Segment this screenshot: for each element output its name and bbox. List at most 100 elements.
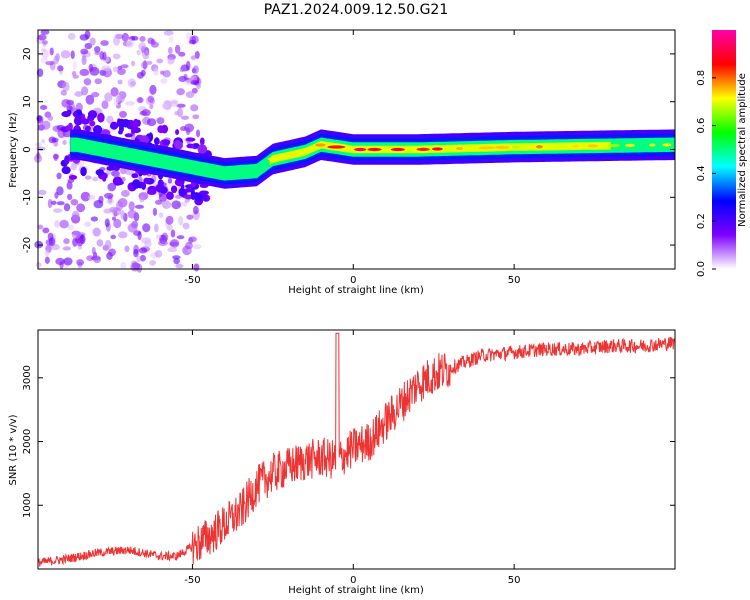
noise-blob [117, 79, 123, 85]
noise-blob [138, 247, 148, 254]
ridge-peak [287, 152, 300, 156]
noise-blob [54, 192, 59, 199]
signal-blob [170, 185, 178, 194]
noise-blob [181, 115, 190, 120]
noise-blob [113, 218, 122, 229]
noise-blob [166, 181, 174, 187]
noise-blob [60, 89, 67, 96]
noise-blob [112, 36, 121, 46]
noise-blob [142, 49, 150, 60]
noise-blob [149, 84, 157, 95]
signal-blob [139, 135, 150, 144]
signal-blob [153, 137, 160, 146]
noise-blob [134, 204, 145, 209]
noise-blob [186, 214, 194, 220]
ridge-peak [315, 143, 326, 147]
colorbar-tick-label: 0.2 [696, 213, 707, 229]
snr-frame [37, 329, 676, 570]
noise-blob [136, 263, 143, 273]
noise-blob [94, 51, 100, 56]
noise-blob [190, 104, 199, 112]
noise-blob [167, 46, 173, 55]
noise-blob [170, 229, 176, 238]
colorbar-tick-label: 0.0 [696, 261, 707, 277]
ridge-peak [478, 146, 495, 150]
noise-blob [185, 91, 195, 99]
noise-blob [152, 207, 158, 217]
ridge-peak [431, 147, 443, 151]
noise-blob [70, 198, 79, 206]
signal-blob [185, 137, 196, 142]
noise-blob [60, 50, 71, 59]
noise-blob [139, 36, 146, 42]
spectrogram-y-label: Frequency (Hz) [8, 112, 19, 188]
ridge-peak [511, 145, 521, 149]
signal-blob [89, 120, 96, 127]
noise-blob [48, 237, 56, 247]
signal-blob [114, 180, 124, 186]
colorbar: 0.0 0.2 0.4 0.6 0.8 Normalized spectral ampl… [696, 30, 748, 277]
ridge-peak [536, 145, 543, 149]
noise-blob [193, 263, 200, 272]
noise-blob [112, 66, 118, 73]
noise-blob [83, 78, 92, 86]
noise-blob [138, 42, 147, 51]
noise-blob [110, 87, 119, 97]
signal-blob [197, 144, 208, 154]
noise-blob [139, 195, 145, 203]
x-tick-label: 50 [508, 275, 521, 286]
noise-blob [187, 248, 193, 254]
noise-blob [93, 199, 104, 209]
signal-blob [61, 166, 71, 175]
y-tick-label: 0 [22, 146, 33, 152]
noise-blob [37, 224, 44, 230]
noise-blob [173, 257, 180, 265]
noise-blob [85, 94, 95, 105]
noise-blob [178, 51, 186, 57]
signal-blob [61, 111, 71, 118]
noise-blob [178, 75, 187, 82]
noise-blob [155, 234, 162, 239]
noise-blob [120, 261, 127, 270]
noise-blob [71, 210, 80, 221]
noise-blob [106, 115, 114, 124]
noise-blob [84, 175, 92, 180]
noise-blob [147, 95, 154, 103]
signal-blob [175, 141, 183, 150]
noise-blob [44, 256, 50, 264]
noise-blob [40, 57, 48, 64]
noise-blob [105, 199, 115, 205]
noise-blob [67, 32, 76, 41]
noise-blob [192, 244, 202, 250]
signal-blob [161, 139, 171, 146]
noise-blob [125, 101, 135, 106]
noise-blob [120, 209, 125, 220]
noise-blob [174, 44, 181, 54]
noise-blob [144, 240, 152, 248]
signal-blob [178, 187, 186, 197]
noise-blob [99, 51, 105, 60]
noise-blob [124, 245, 130, 253]
signal-blob [76, 109, 83, 117]
ridge-peak [354, 147, 367, 152]
signal-blob [87, 110, 98, 119]
noise-blob [167, 177, 173, 184]
noise-blob [55, 257, 65, 266]
noise-blob [191, 87, 198, 94]
noise-blob [56, 201, 65, 206]
signal-blob [80, 166, 87, 177]
noise-blob [72, 60, 77, 71]
ridge-peak [416, 147, 430, 151]
noise-blob [104, 239, 112, 250]
noise-blob [70, 50, 75, 60]
noise-blob [156, 58, 164, 64]
noise-blob [130, 81, 136, 86]
noise-blob [128, 201, 135, 211]
noise-blob [89, 37, 96, 46]
noise-blob [192, 114, 200, 120]
noise-blob [179, 67, 185, 73]
signal-blob [166, 191, 174, 200]
signal-blob [147, 189, 157, 195]
y-tick-label: 3000 [22, 365, 33, 390]
noise-blob [188, 237, 194, 244]
